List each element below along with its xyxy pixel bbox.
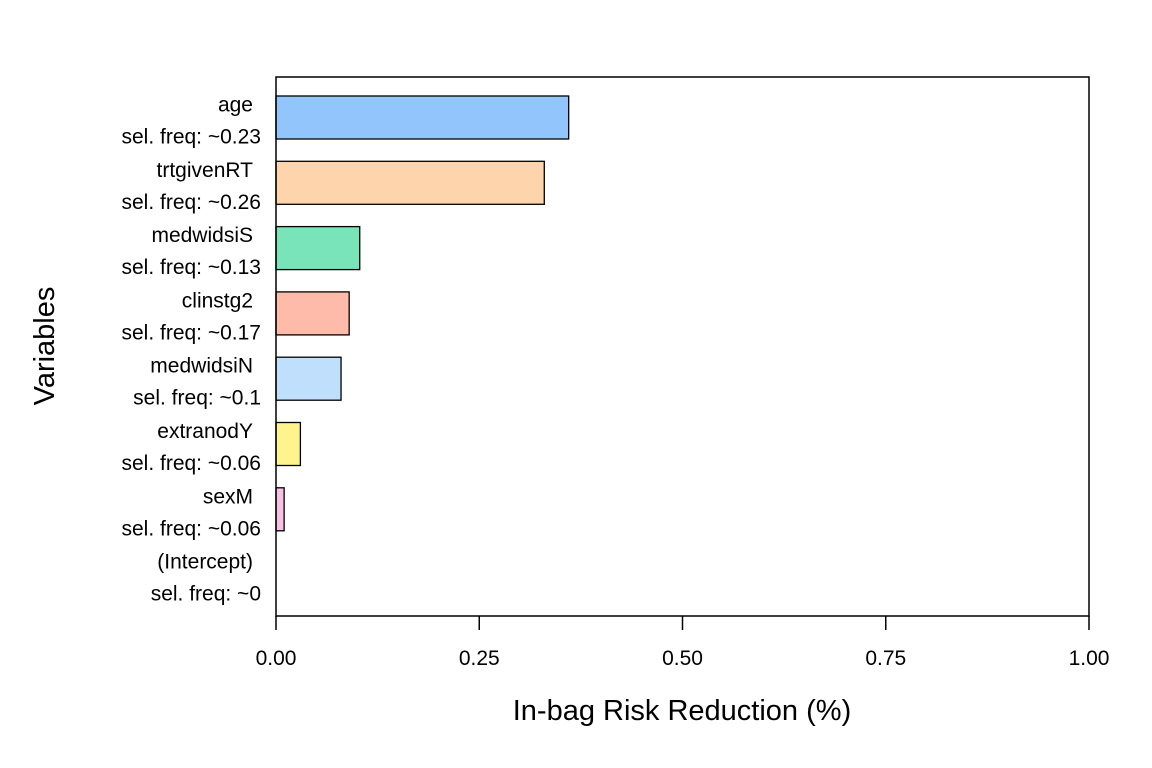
- sel-freq-label-sexm: sel. freq: ~0.06: [121, 517, 261, 540]
- category-label-extranody: extranodY: [157, 420, 253, 443]
- bar-trtgivenrt: [275, 160, 545, 205]
- sel-freq-label-clinstg2: sel. freq: ~0.17: [121, 321, 261, 344]
- x-tick-label: 0.50: [662, 647, 703, 670]
- y-axis-title: Variables: [29, 287, 61, 406]
- category-label-trtgivenrt: trtgivenRT: [157, 159, 254, 182]
- x-axis: 0.00 0.25 0.50 0.75 1.00: [256, 616, 1110, 670]
- plot-frame: [275, 76, 1090, 617]
- sel-freq-label-intercept: sel. freq: ~0: [151, 583, 261, 606]
- sel-freq-label-medwidsin: sel. freq: ~0.1: [133, 387, 261, 410]
- sel-freq-label-age: sel. freq: ~0.23: [121, 126, 261, 149]
- x-tick-label: 0.75: [865, 647, 906, 670]
- category-label-medwidsin: medwidsiN: [150, 355, 253, 378]
- category-label-clinstg2: clinstg2: [182, 289, 253, 312]
- category-label-sexm: sexM: [203, 485, 253, 508]
- x-axis-title: In-bag Risk Reduction (%): [513, 695, 851, 727]
- x-tick-label: 0.25: [459, 647, 500, 670]
- bars-group: [275, 95, 570, 532]
- sel-freq-label-medwidsis: sel. freq: ~0.13: [121, 256, 261, 279]
- bar-medwidsis: [275, 225, 361, 271]
- sel-freq-label-trtgivenrt: sel. freq: ~0.26: [121, 191, 261, 214]
- bar-medwidsin: [275, 356, 342, 401]
- bar-age: [275, 95, 570, 140]
- bar-clinstg2: [275, 291, 350, 336]
- category-label-age: age: [218, 94, 253, 117]
- category-labels: age sel. freq: ~0.23 trtgivenRT sel. freq: …: [121, 94, 261, 606]
- bar-sexm: [275, 487, 285, 532]
- sel-freq-label-extranody: sel. freq: ~0.06: [121, 452, 261, 475]
- category-label-medwidsis: medwidsiS: [151, 224, 253, 247]
- x-tick-label: 0.00: [256, 647, 297, 670]
- category-label-intercept: (Intercept): [157, 551, 253, 574]
- x-tick-label: 1.00: [1069, 647, 1110, 670]
- bar-extranody: [275, 421, 302, 467]
